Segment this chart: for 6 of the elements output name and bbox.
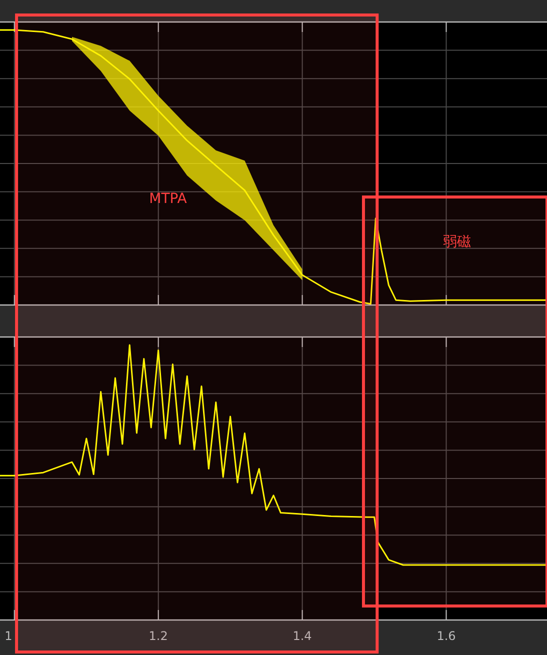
x-tick-label: 1.4 <box>292 629 312 643</box>
x-tick-label: 1.6 <box>436 629 456 643</box>
x-tick-label: 1 <box>4 629 12 643</box>
band-label: 弱磁 <box>443 234 472 250</box>
x-tick-label: 1.2 <box>148 629 168 643</box>
band-label: MTPA <box>149 191 188 207</box>
